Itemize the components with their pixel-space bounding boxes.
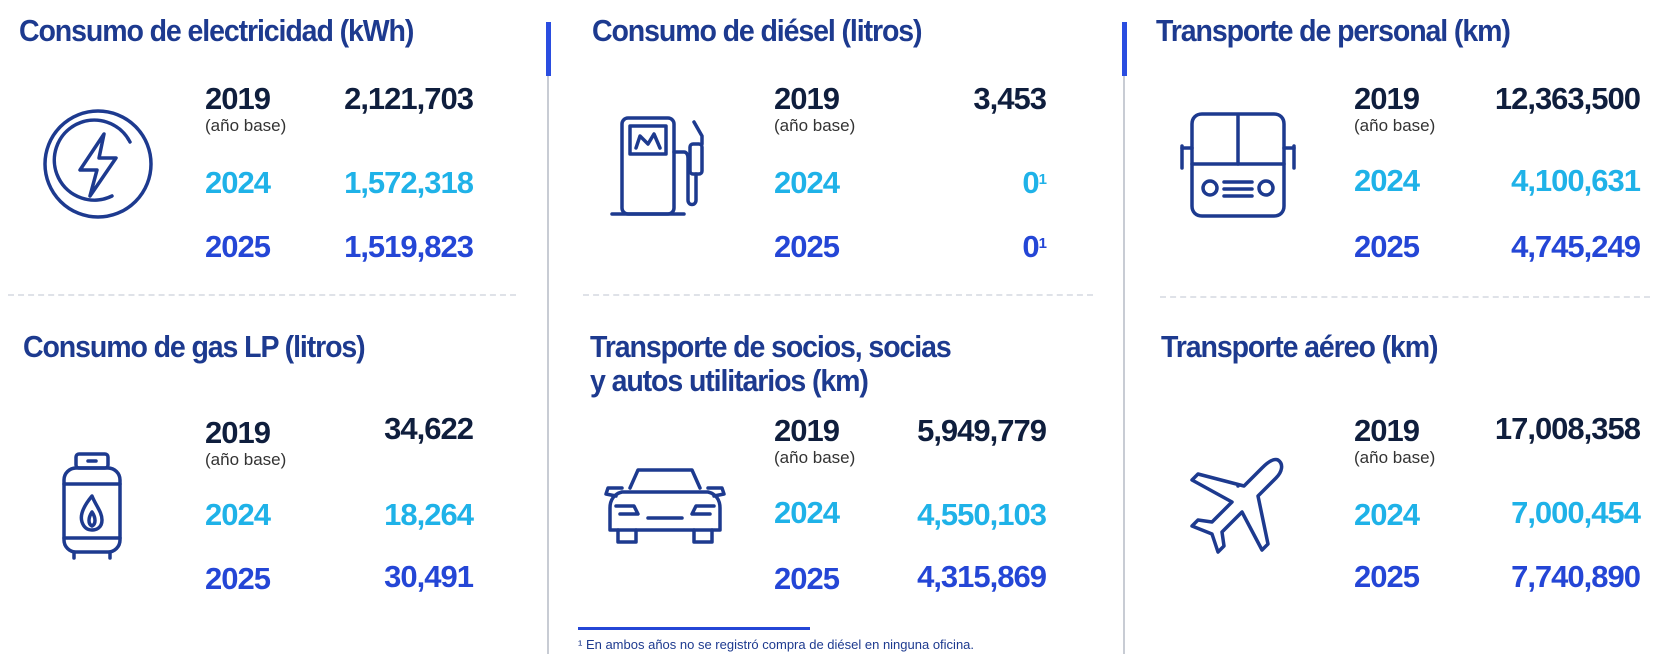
diesel-year-2025: 2025: [774, 229, 840, 264]
section-separator-2: [583, 294, 1093, 296]
electricity-value-2019: 2,121,703: [344, 81, 474, 116]
air-year-2019: 2019: [1354, 413, 1420, 448]
partners-year-2019: 2019: [774, 413, 840, 448]
partners-base-label: (año base): [774, 448, 856, 467]
staff-transport-title: Transporte de personal (km): [1156, 13, 1511, 48]
diesel-footnote-mark-2025: 1: [1038, 235, 1047, 252]
electricity-value-2025: 1,519,823: [344, 229, 474, 264]
column-divider-1: [547, 30, 549, 654]
air-base-label: (año base): [1354, 448, 1436, 467]
air-value-2025: 7,740,890: [1511, 559, 1641, 594]
staff-value-2025: 4,745,249: [1511, 229, 1641, 264]
partners-value-2025: 4,315,869: [917, 559, 1047, 594]
gas-title: Consumo de gas LP (litros): [23, 329, 366, 364]
gas-value-2024: 18,264: [384, 497, 474, 532]
electricity-year-2024: 2024: [205, 165, 271, 200]
gas-year-2019: 2019: [205, 415, 271, 450]
diesel-value-2019: 3,453: [973, 81, 1047, 116]
electricity-value-2024: 1,572,318: [344, 165, 474, 200]
electricity-title: Consumo de electricidad (kWh): [19, 13, 414, 48]
footnote-rule: [578, 627, 810, 630]
partners-year-2025: 2025: [774, 561, 840, 596]
fuel-pump-icon: [610, 114, 716, 223]
air-value-2019: 17,008,358: [1494, 411, 1641, 446]
diesel-year-2024: 2024: [774, 165, 840, 200]
diesel-footnote-mark-2024: 1: [1038, 171, 1047, 188]
gas-year-2025: 2025: [205, 561, 271, 596]
diesel-value-2025: 01: [1022, 229, 1047, 264]
staff-value-2019: 12,363,500: [1494, 81, 1641, 116]
air-year-2025: 2025: [1354, 559, 1420, 594]
airplane-icon: [1182, 452, 1288, 563]
staff-value-2024: 4,100,631: [1511, 163, 1641, 198]
gas-tank-icon: [60, 450, 124, 567]
gas-base-label: (año base): [205, 450, 287, 469]
staff-year-2019: 2019: [1354, 81, 1420, 116]
air-year-2024: 2024: [1354, 497, 1420, 532]
section-separator-3: [1160, 296, 1650, 298]
staff-year-2025: 2025: [1354, 229, 1420, 264]
diesel-year-2019: 2019: [774, 81, 840, 116]
electricity-base-label: (año base): [205, 116, 287, 135]
gas-value-2025: 30,491: [384, 559, 474, 594]
partners-transport-title-line2: y autos utilitarios (km): [590, 363, 869, 398]
gas-value-2019: 34,622: [384, 411, 474, 446]
accent-bar-2: [1122, 22, 1127, 76]
staff-year-2024: 2024: [1354, 163, 1420, 198]
section-separator-1: [8, 294, 516, 296]
air-transport-title: Transporte aéreo (km): [1161, 329, 1438, 364]
partners-transport-title-line1: Transporte de socios, socias: [590, 329, 952, 364]
accent-bar-1: [546, 22, 551, 76]
electricity-year-2025: 2025: [205, 229, 271, 264]
lightning-icon: [42, 108, 154, 225]
partners-value-2019: 5,949,779: [917, 413, 1047, 448]
bus-icon: [1180, 110, 1296, 225]
diesel-title: Consumo de diésel (litros): [592, 13, 923, 48]
gas-year-2024: 2024: [205, 497, 271, 532]
partners-year-2024: 2024: [774, 495, 840, 530]
electricity-year-2019: 2019: [205, 81, 271, 116]
staff-base-label: (año base): [1354, 116, 1436, 135]
column-divider-2: [1123, 30, 1125, 654]
car-icon: [602, 464, 728, 553]
footnote: ¹ En ambos años no se registró compra de…: [578, 637, 975, 652]
diesel-value-2024: 01: [1022, 165, 1047, 200]
air-value-2024: 7,000,454: [1511, 495, 1641, 530]
diesel-base-label: (año base): [774, 116, 856, 135]
partners-value-2024: 4,550,103: [917, 497, 1047, 532]
